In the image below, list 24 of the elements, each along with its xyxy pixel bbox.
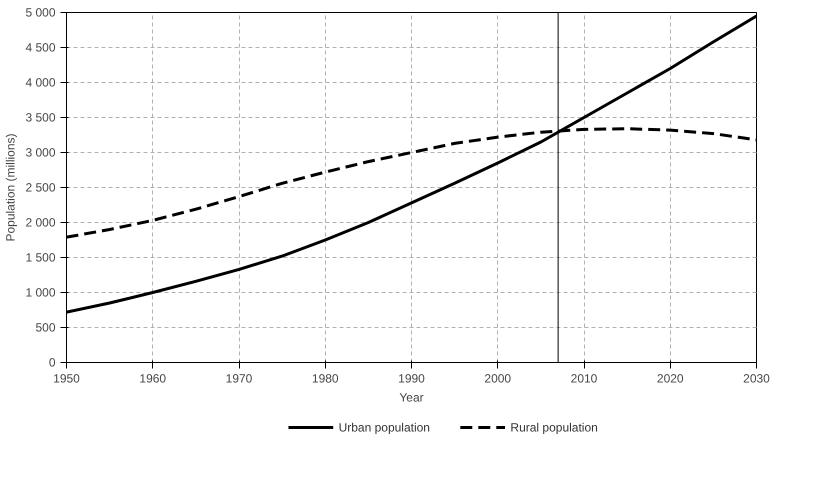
y-tick-label: 4 000 xyxy=(25,76,56,90)
y-tick-label: 1 500 xyxy=(25,250,56,264)
y-tick-label: 5 000 xyxy=(25,6,56,20)
x-tick-label: 2030 xyxy=(743,372,770,386)
y-tick-label: 500 xyxy=(35,320,56,334)
x-tick-label: 1960 xyxy=(139,372,166,386)
y-tick-label: 1 000 xyxy=(25,286,56,300)
y-tick-label: 3 500 xyxy=(25,110,56,124)
x-axis-title: Year xyxy=(399,390,424,404)
x-tick-label: 1970 xyxy=(226,372,253,386)
x-tick-label: 1990 xyxy=(398,372,426,386)
x-tick-label: 2020 xyxy=(656,372,684,386)
legend-label: Urban population xyxy=(338,420,430,434)
y-tick-label: 3 000 xyxy=(25,146,56,160)
legend-label: Rural population xyxy=(510,420,598,434)
y-tick-label: 4 500 xyxy=(25,40,56,54)
y-tick-label: 2 000 xyxy=(25,216,56,230)
x-tick-label: 2010 xyxy=(570,372,598,386)
x-tick-label: 1950 xyxy=(53,372,80,386)
y-tick-label: 0 xyxy=(48,356,56,370)
x-tick-label: 1980 xyxy=(312,372,339,386)
x-tick-label: 2000 xyxy=(484,372,512,386)
y-tick-label: 2 500 xyxy=(25,180,56,194)
y-axis-title: Population (millions) xyxy=(3,133,18,242)
